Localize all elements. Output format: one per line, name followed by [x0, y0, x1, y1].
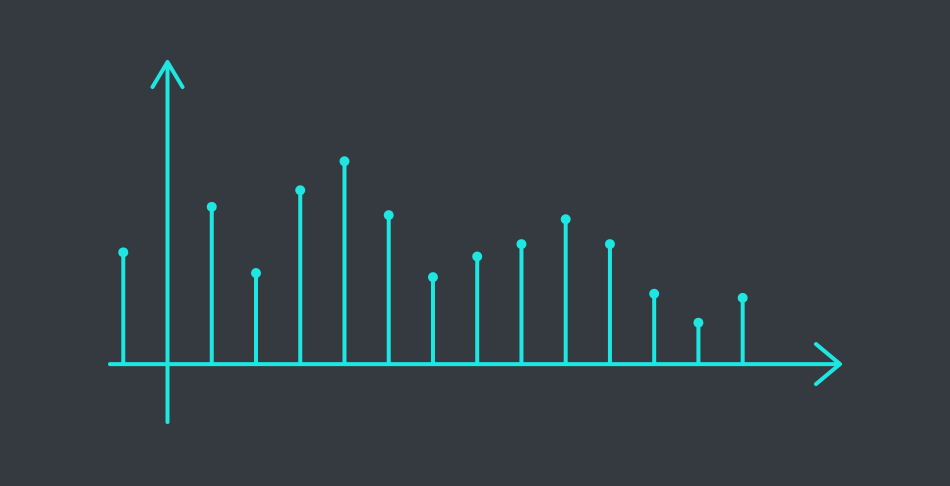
stem-marker — [339, 156, 350, 167]
stem-marker — [472, 251, 483, 262]
stem-marker — [604, 239, 615, 250]
stem-marker — [251, 268, 261, 279]
stem-series — [118, 156, 748, 367]
stem-marker — [295, 185, 306, 196]
stem-marker — [206, 201, 217, 212]
stem-marker — [693, 317, 704, 328]
stem-marker — [649, 288, 660, 299]
stem-marker — [737, 292, 748, 303]
x-axis-arrowhead — [814, 342, 842, 387]
axes — [108, 60, 842, 424]
stem-marker — [516, 239, 527, 250]
stem-marker — [383, 210, 394, 221]
stem-marker — [118, 247, 129, 258]
stem-marker — [560, 214, 571, 225]
y-axis-arrowhead — [150, 60, 185, 89]
stem-marker — [427, 272, 438, 283]
